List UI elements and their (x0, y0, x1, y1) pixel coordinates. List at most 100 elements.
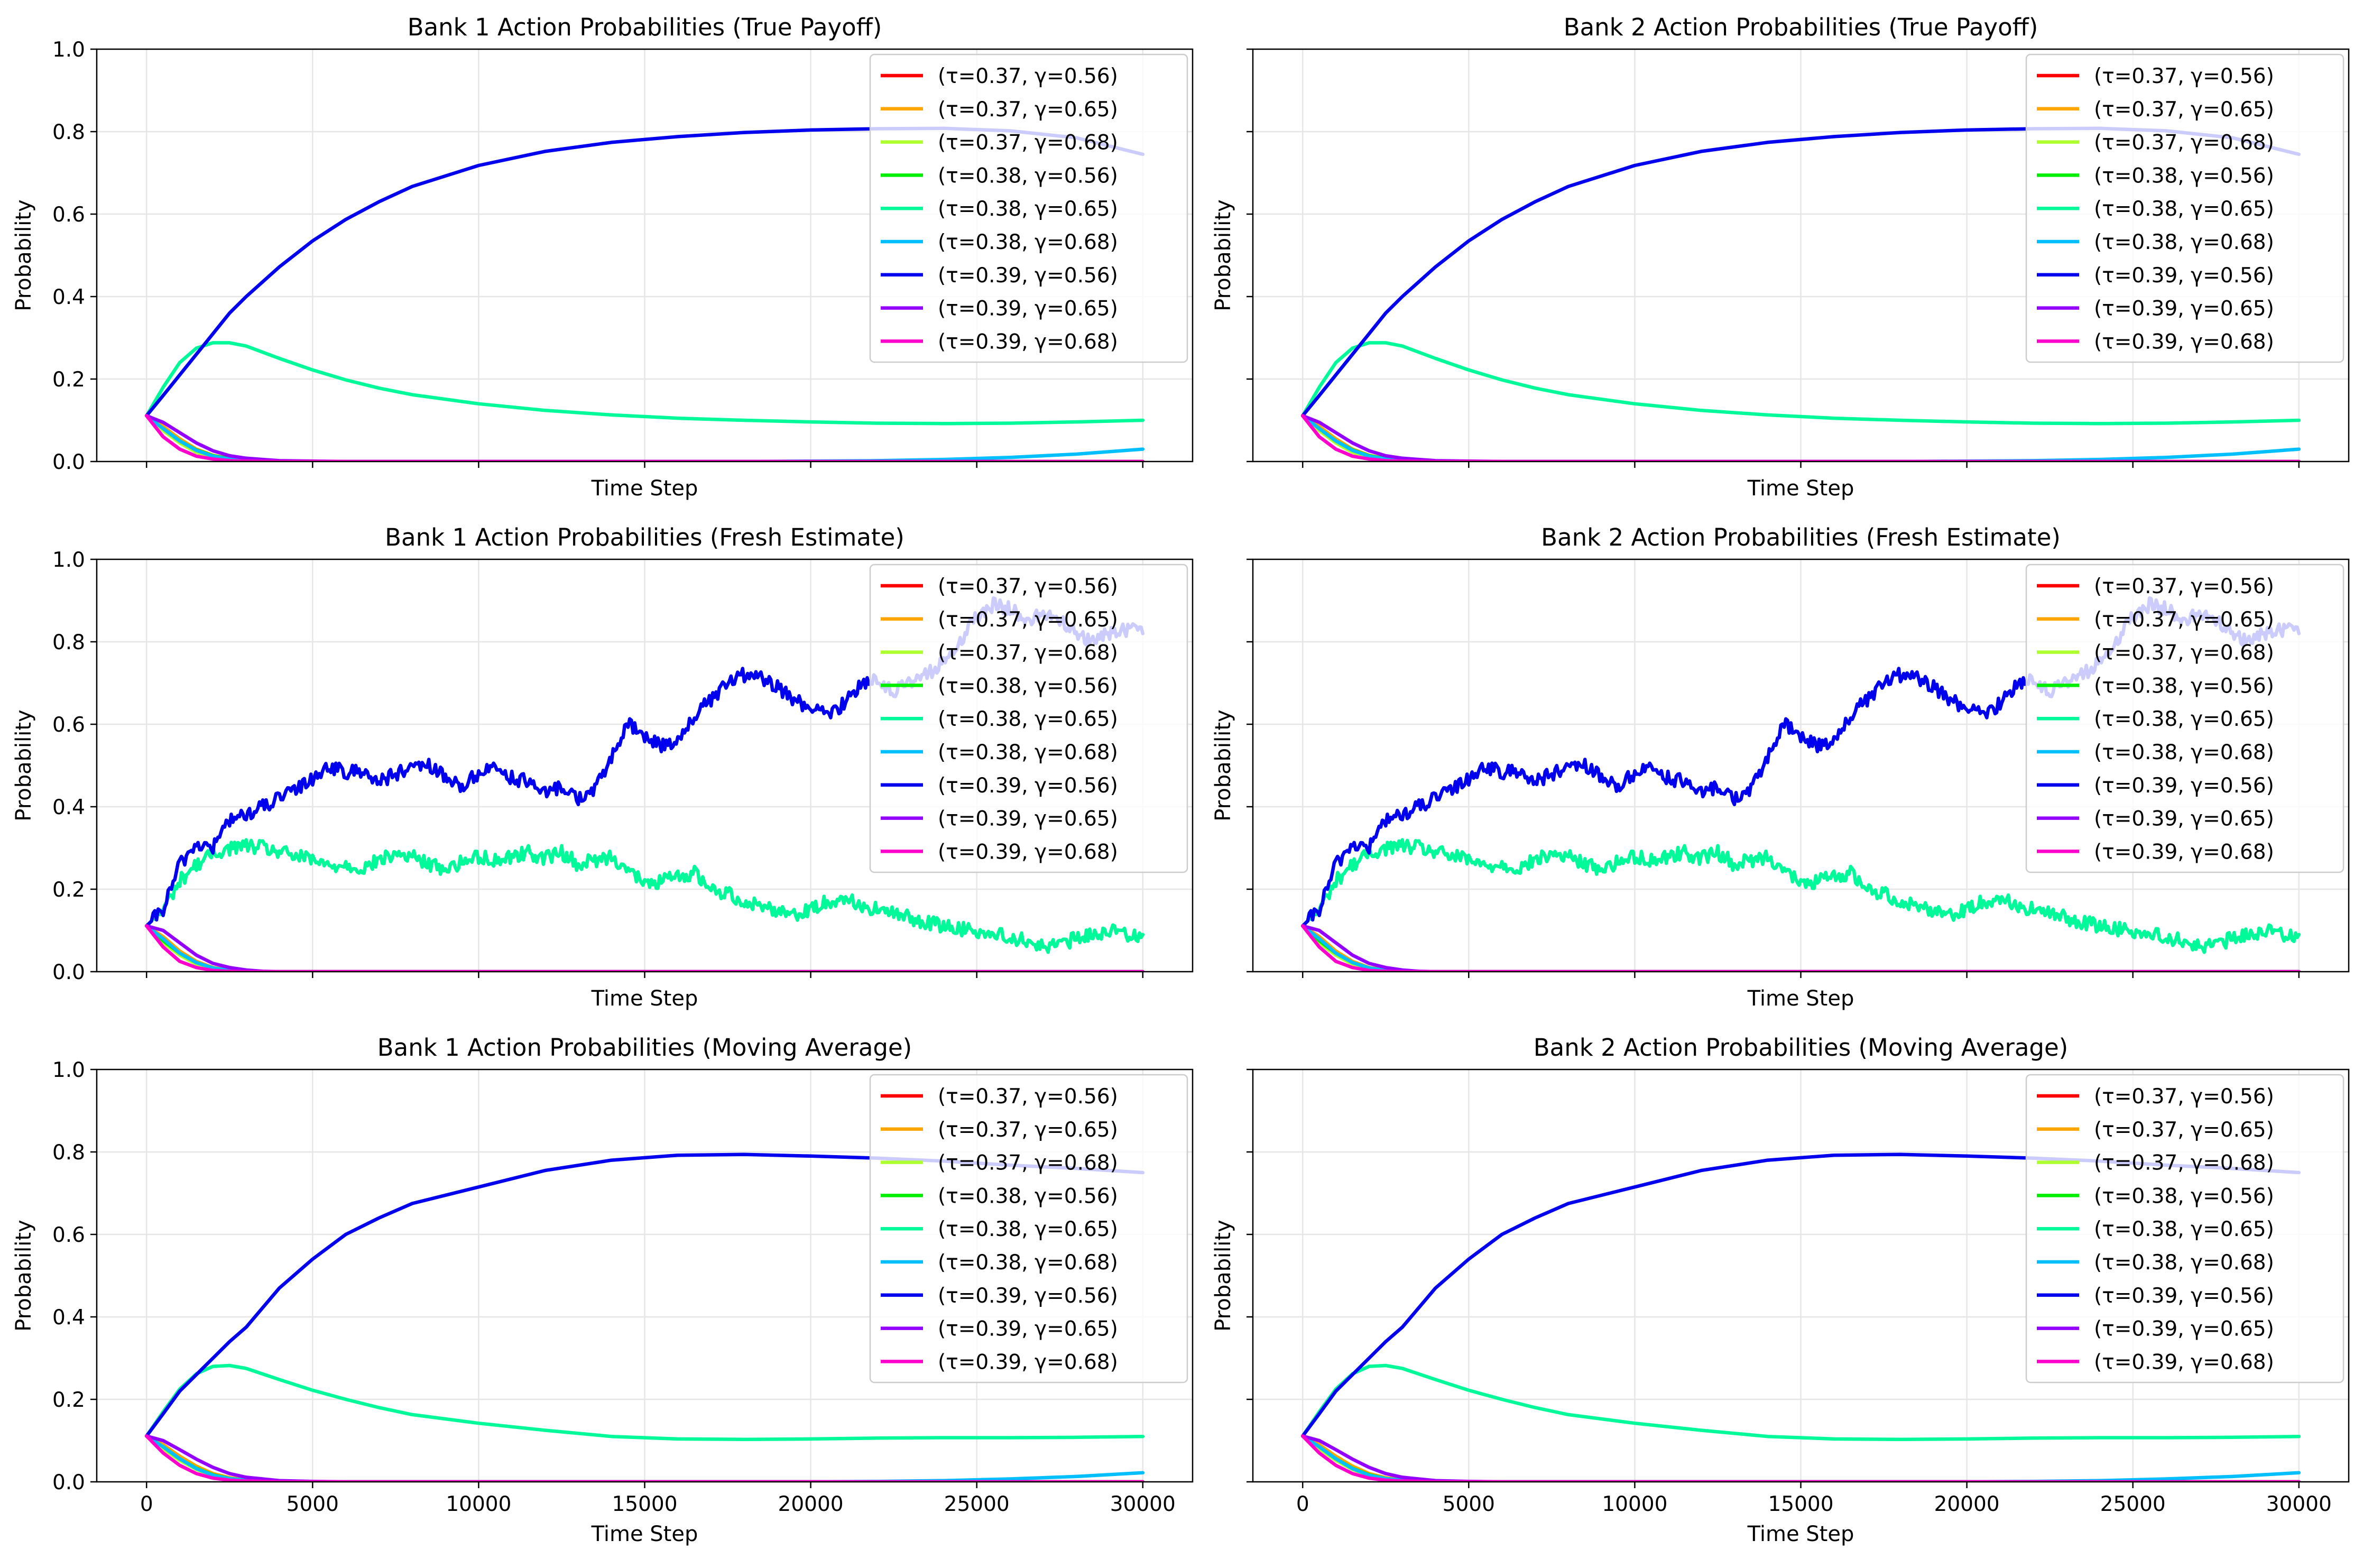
series-line-9 (1300, 414, 2301, 462)
subplot-title: Bank 1 Action Probabilities (Fresh Estim… (385, 523, 904, 551)
legend-label: (τ=0.38, γ=0.56) (2094, 674, 2274, 698)
y-tick-label: 0.4 (52, 1306, 85, 1330)
legend-box (2025, 1074, 2344, 1383)
y-tick-label: 0.2 (52, 1388, 85, 1412)
series-line-8 (1300, 414, 2301, 462)
subplot-3: 0.0 0.2 0.4 0.6 0.8 1.0 Bank 1 Action Probabil… (12, 523, 1194, 1011)
x-tick-label: 15000 (612, 1492, 677, 1516)
y-tick-label: 0.4 (52, 285, 85, 309)
legend-label: (τ=0.38, γ=0.56) (938, 1184, 1118, 1208)
y-axis-label: Probability (1211, 1220, 1235, 1331)
series-line-8 (1300, 1434, 2301, 1482)
y-tick-label: 0.2 (52, 368, 85, 392)
legend-label: (τ=0.37, γ=0.65) (938, 1118, 1118, 1142)
y-tick-label: 0.4 (52, 796, 85, 819)
x-tick-label: 20000 (778, 1492, 844, 1516)
legend-label: (τ=0.37, γ=0.65) (2094, 98, 2274, 122)
x-axis-label: Time Step (591, 1522, 698, 1546)
legend-label: (τ=0.38, γ=0.68) (2094, 1251, 2274, 1275)
subplot-title: Bank 2 Action Probabilities (True Payoff… (1564, 13, 2038, 41)
y-tick-label: 0.0 (52, 961, 85, 984)
subplot-4: Bank 2 Action Probabilities (Fresh Estim… (1211, 523, 2350, 1011)
legend-label: (τ=0.39, γ=0.56) (938, 264, 1118, 288)
x-tick-label: 20000 (1934, 1492, 2000, 1516)
legend-label: (τ=0.39, γ=0.65) (938, 1317, 1118, 1341)
legend-label: (τ=0.37, γ=0.56) (938, 1085, 1118, 1109)
legend-label: (τ=0.39, γ=0.68) (938, 330, 1118, 354)
x-tick-label: 0 (140, 1492, 153, 1516)
legend-label: (τ=0.39, γ=0.65) (938, 297, 1118, 321)
legend: (τ=0.37, γ=0.56) (τ=0.37, γ=0.65) (τ=0.37,… (869, 1074, 1188, 1383)
series-line-5 (144, 1363, 1145, 1441)
series-line-5 (1300, 1363, 2301, 1441)
legend-label: (τ=0.38, γ=0.68) (938, 1251, 1118, 1275)
legend-label: (τ=0.38, γ=0.65) (2094, 197, 2274, 221)
y-axis-label: Probability (1211, 199, 1235, 311)
legend-label: (τ=0.39, γ=0.56) (2094, 1284, 2274, 1308)
x-axis-label: Time Step (1747, 1522, 1854, 1546)
legend-label: (τ=0.39, γ=0.65) (938, 807, 1118, 831)
y-axis-label: Probability (12, 709, 36, 821)
legend: (τ=0.37, γ=0.56) (τ=0.37, γ=0.65) (τ=0.37,… (2025, 53, 2344, 363)
y-tick-label: 0.8 (52, 631, 85, 654)
x-axis-label: Time Step (591, 986, 698, 1011)
legend-label: (τ=0.39, γ=0.68) (938, 840, 1118, 864)
y-tick-label: 0.6 (52, 713, 85, 737)
legend-label: (τ=0.38, γ=0.65) (938, 707, 1118, 731)
y-tick-label: 1.0 (52, 38, 85, 62)
legend: (τ=0.37, γ=0.56) (τ=0.37, γ=0.65) (τ=0.37,… (869, 564, 1188, 873)
subplot-6: 0 5000 10000 15000 20000 25000 30000 Bank 2 Act… (1211, 1034, 2350, 1546)
series-lines (1300, 126, 2301, 462)
series-line-5 (144, 838, 1145, 954)
legend-box (2025, 564, 2344, 873)
subplot-5: 0 5000 10000 15000 20000 25000 30000 0.0 0.2 0.4 0… (12, 1034, 1194, 1546)
legend-label: (τ=0.37, γ=0.68) (2094, 641, 2274, 665)
x-tick-label: 30000 (1110, 1492, 1176, 1516)
legend-label: (τ=0.37, γ=0.68) (938, 641, 1118, 665)
x-tick-label: 30000 (2266, 1492, 2332, 1516)
legend-label: (τ=0.37, γ=0.65) (938, 608, 1118, 632)
legend-label: (τ=0.38, γ=0.65) (2094, 707, 2274, 731)
y-axis-label: Probability (1211, 709, 1235, 821)
legend: (τ=0.37, γ=0.56) (τ=0.37, γ=0.65) (τ=0.37,… (2025, 564, 2344, 873)
series-line-9 (1300, 1434, 2301, 1482)
subplot-title: Bank 1 Action Probabilities (True Payoff… (408, 13, 882, 41)
legend-label: (τ=0.39, γ=0.56) (2094, 774, 2274, 798)
legend-label: (τ=0.37, γ=0.56) (2094, 64, 2274, 88)
y-tick-label: 1.0 (52, 548, 85, 572)
legend-box (869, 1074, 1188, 1383)
legend-label: (τ=0.38, γ=0.68) (938, 741, 1118, 764)
legend-label: (τ=0.39, γ=0.68) (2094, 330, 2274, 354)
subplot-1: 0.0 0.2 0.4 0.6 0.8 1.0 Bank 1 Action Probabil… (12, 13, 1194, 501)
legend-box (869, 564, 1188, 873)
y-tick-label: 0.6 (52, 203, 85, 227)
subplot-2: Bank 2 Action Probabilities (True Payoff… (1211, 13, 2350, 501)
legend-label: (τ=0.38, γ=0.68) (2094, 741, 2274, 764)
x-axis-label: Time Step (1747, 986, 1854, 1011)
legend-box (2025, 53, 2344, 363)
x-axis-label: Time Step (591, 476, 698, 501)
legend: (τ=0.37, γ=0.56) (τ=0.37, γ=0.65) (τ=0.37,… (869, 53, 1188, 363)
legend-label: (τ=0.39, γ=0.56) (938, 774, 1118, 798)
x-tick-label: 25000 (944, 1492, 1010, 1516)
legend-label: (τ=0.39, γ=0.56) (2094, 264, 2274, 288)
x-tick-label: 25000 (2100, 1492, 2166, 1516)
legend-label: (τ=0.37, γ=0.56) (938, 64, 1118, 88)
series-line-8 (144, 1434, 1145, 1482)
legend-label: (τ=0.38, γ=0.65) (938, 1217, 1118, 1241)
x-tick-label: 10000 (1602, 1492, 1667, 1516)
series-line-9 (144, 1434, 1145, 1482)
legend-label: (τ=0.39, γ=0.65) (2094, 1317, 2274, 1341)
subplot-title: Bank 2 Action Probabilities (Fresh Estim… (1541, 523, 2061, 551)
legend-label: (τ=0.38, γ=0.68) (2094, 230, 2274, 254)
x-tick-label: 10000 (446, 1492, 511, 1516)
legend-label: (τ=0.38, γ=0.56) (938, 674, 1118, 698)
y-tick-label: 1.0 (52, 1058, 85, 1082)
legend-label: (τ=0.38, γ=0.56) (2094, 164, 2274, 188)
series-lines (144, 126, 1145, 462)
series-line-8 (144, 414, 1145, 462)
legend-label: (τ=0.37, γ=0.68) (2094, 1151, 2274, 1175)
y-tick-label: 0.6 (52, 1223, 85, 1247)
legend-label: (τ=0.38, γ=0.68) (938, 230, 1118, 254)
